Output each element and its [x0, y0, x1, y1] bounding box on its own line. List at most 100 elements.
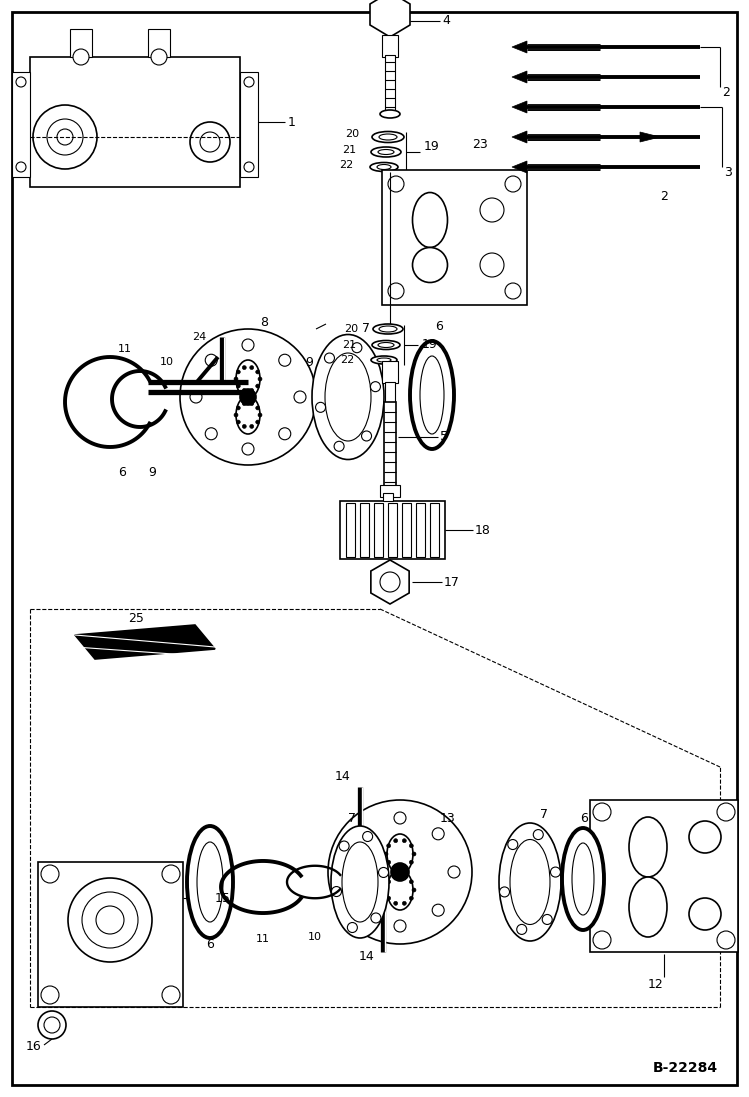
Text: 24: 24 — [192, 332, 206, 342]
Circle shape — [689, 821, 721, 853]
Circle shape — [340, 866, 352, 878]
Bar — [402, 504, 411, 557]
Circle shape — [480, 197, 504, 222]
Circle shape — [505, 176, 521, 192]
Circle shape — [402, 866, 406, 869]
Circle shape — [258, 412, 262, 417]
Text: 9: 9 — [305, 355, 313, 369]
Circle shape — [356, 904, 368, 916]
Circle shape — [388, 283, 404, 299]
Bar — [346, 504, 355, 557]
Text: 20: 20 — [345, 129, 359, 139]
Circle shape — [378, 868, 389, 878]
Polygon shape — [75, 625, 215, 659]
Text: 5: 5 — [440, 430, 448, 443]
Text: 16: 16 — [26, 1040, 42, 1053]
Circle shape — [255, 420, 260, 425]
Ellipse shape — [510, 839, 550, 925]
Circle shape — [391, 863, 409, 881]
Ellipse shape — [325, 353, 371, 441]
Circle shape — [363, 832, 373, 841]
Bar — [38, 862, 183, 1007]
Circle shape — [162, 986, 180, 1004]
Circle shape — [151, 49, 167, 65]
Bar — [384, 402, 396, 487]
Circle shape — [16, 77, 26, 87]
Text: 19: 19 — [422, 339, 437, 351]
Circle shape — [244, 77, 254, 87]
Circle shape — [38, 1011, 66, 1039]
Ellipse shape — [370, 162, 398, 171]
Ellipse shape — [387, 870, 413, 911]
Circle shape — [234, 377, 238, 381]
Circle shape — [33, 105, 97, 169]
Ellipse shape — [378, 149, 394, 155]
Circle shape — [73, 49, 89, 65]
Bar — [385, 382, 395, 402]
Circle shape — [82, 892, 138, 948]
Text: 1: 1 — [288, 115, 296, 128]
Text: 18: 18 — [475, 523, 491, 536]
Ellipse shape — [342, 842, 378, 921]
Circle shape — [371, 913, 381, 923]
Circle shape — [717, 803, 735, 821]
Text: 6: 6 — [580, 813, 588, 826]
Text: 8: 8 — [260, 316, 268, 328]
Circle shape — [394, 902, 398, 905]
Circle shape — [294, 391, 306, 403]
Polygon shape — [512, 41, 527, 53]
Text: 14: 14 — [334, 770, 350, 783]
Ellipse shape — [377, 165, 391, 170]
Text: 17: 17 — [444, 576, 460, 588]
Ellipse shape — [379, 134, 397, 140]
Circle shape — [480, 253, 504, 278]
Circle shape — [180, 329, 316, 465]
Text: 10: 10 — [160, 357, 174, 367]
Bar — [382, 361, 398, 383]
Ellipse shape — [331, 826, 389, 938]
Bar — [382, 170, 527, 305]
Polygon shape — [370, 0, 410, 37]
Circle shape — [255, 406, 260, 410]
Circle shape — [328, 800, 472, 945]
Circle shape — [717, 931, 735, 949]
Text: 10: 10 — [308, 932, 322, 942]
Circle shape — [334, 441, 344, 451]
Bar — [374, 504, 383, 557]
Text: 22: 22 — [340, 355, 354, 365]
Circle shape — [249, 425, 254, 429]
Circle shape — [205, 354, 217, 366]
Text: 21: 21 — [342, 145, 356, 155]
Circle shape — [244, 162, 254, 172]
Circle shape — [384, 852, 388, 856]
Ellipse shape — [410, 341, 454, 449]
Text: 2: 2 — [660, 191, 668, 204]
Bar — [430, 504, 439, 557]
Ellipse shape — [236, 396, 260, 434]
Ellipse shape — [413, 248, 447, 283]
Ellipse shape — [312, 335, 384, 460]
Text: 21: 21 — [342, 340, 356, 350]
Text: 22: 22 — [339, 160, 354, 170]
Circle shape — [386, 844, 391, 848]
Text: 14: 14 — [358, 950, 374, 963]
Ellipse shape — [413, 192, 447, 248]
Circle shape — [517, 925, 527, 935]
Circle shape — [500, 887, 509, 897]
Circle shape — [236, 370, 240, 374]
Circle shape — [412, 852, 416, 856]
Polygon shape — [640, 132, 660, 142]
Text: 6: 6 — [118, 465, 126, 478]
Ellipse shape — [372, 340, 400, 350]
Text: 13: 13 — [440, 813, 455, 826]
Bar — [70, 29, 92, 57]
Circle shape — [339, 841, 349, 851]
Ellipse shape — [371, 147, 401, 157]
Text: 7: 7 — [362, 323, 370, 336]
Bar — [360, 504, 369, 557]
Circle shape — [57, 129, 73, 145]
Circle shape — [394, 874, 398, 879]
Ellipse shape — [380, 110, 400, 118]
Bar — [382, 35, 398, 57]
Circle shape — [386, 880, 391, 884]
